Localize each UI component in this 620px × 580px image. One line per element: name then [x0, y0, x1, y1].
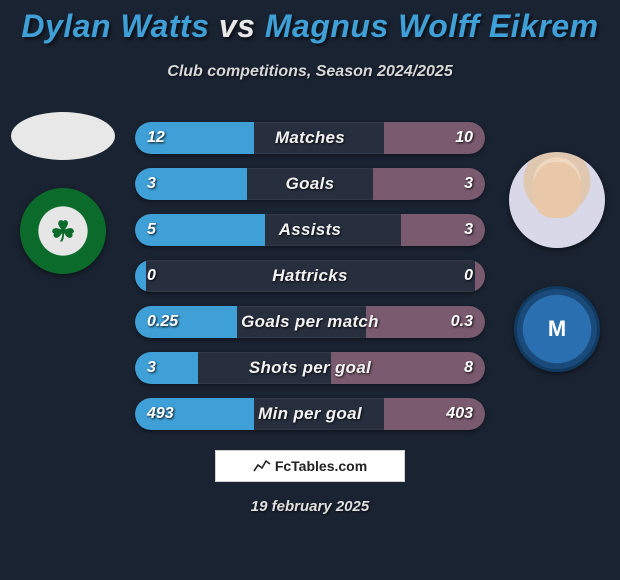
stat-label: Assists: [135, 214, 485, 246]
footer-date: 19 february 2025: [0, 498, 620, 515]
stat-row: 00Hattricks: [135, 260, 485, 292]
stat-row: 1210Matches: [135, 122, 485, 154]
source-label: FcTables.com: [275, 458, 367, 474]
stat-label: Matches: [135, 122, 485, 154]
shamrock-icon: ☘: [50, 215, 75, 248]
right-player-column: M: [502, 152, 612, 372]
stat-row: 33Goals: [135, 168, 485, 200]
player2-club-badge: M: [514, 286, 600, 372]
stat-label: Shots per goal: [135, 352, 485, 384]
stats-table: 1210Matches 33Goals 53Assists 00Hattricks 0.…: [135, 122, 485, 430]
player2-name: Magnus Wolff Eikrem: [265, 8, 599, 44]
player1-photo-placeholder: [11, 112, 115, 160]
comparison-title: Dylan Watts vs Magnus Wolff Eikrem: [0, 0, 620, 45]
player1-club-badge: ☘: [20, 188, 106, 274]
molde-badge-icon: M: [548, 316, 566, 342]
player1-name: Dylan Watts: [21, 8, 209, 44]
subtitle: Club competitions, Season 2024/2025: [0, 63, 620, 81]
left-player-column: ☘: [8, 112, 118, 274]
player2-photo: [509, 152, 605, 248]
stat-label: Goals per match: [135, 306, 485, 338]
stat-row: 38Shots per goal: [135, 352, 485, 384]
stat-row: 53Assists: [135, 214, 485, 246]
fctables-logo-icon: [253, 457, 271, 475]
stat-row: 0.250.3Goals per match: [135, 306, 485, 338]
stat-label: Min per goal: [135, 398, 485, 430]
stat-label: Hattricks: [135, 260, 485, 292]
stat-row: 493403Min per goal: [135, 398, 485, 430]
vs-label: vs: [219, 8, 256, 44]
source-badge[interactable]: FcTables.com: [215, 450, 405, 482]
stat-label: Goals: [135, 168, 485, 200]
